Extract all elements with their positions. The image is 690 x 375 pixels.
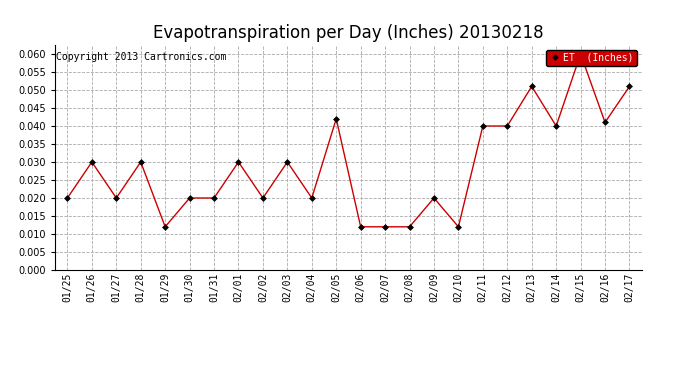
Legend: ET  (Inches): ET (Inches): [546, 50, 637, 66]
Text: Copyright 2013 Cartronics.com: Copyright 2013 Cartronics.com: [57, 52, 227, 62]
Title: Evapotranspiration per Day (Inches) 20130218: Evapotranspiration per Day (Inches) 2013…: [153, 24, 544, 42]
